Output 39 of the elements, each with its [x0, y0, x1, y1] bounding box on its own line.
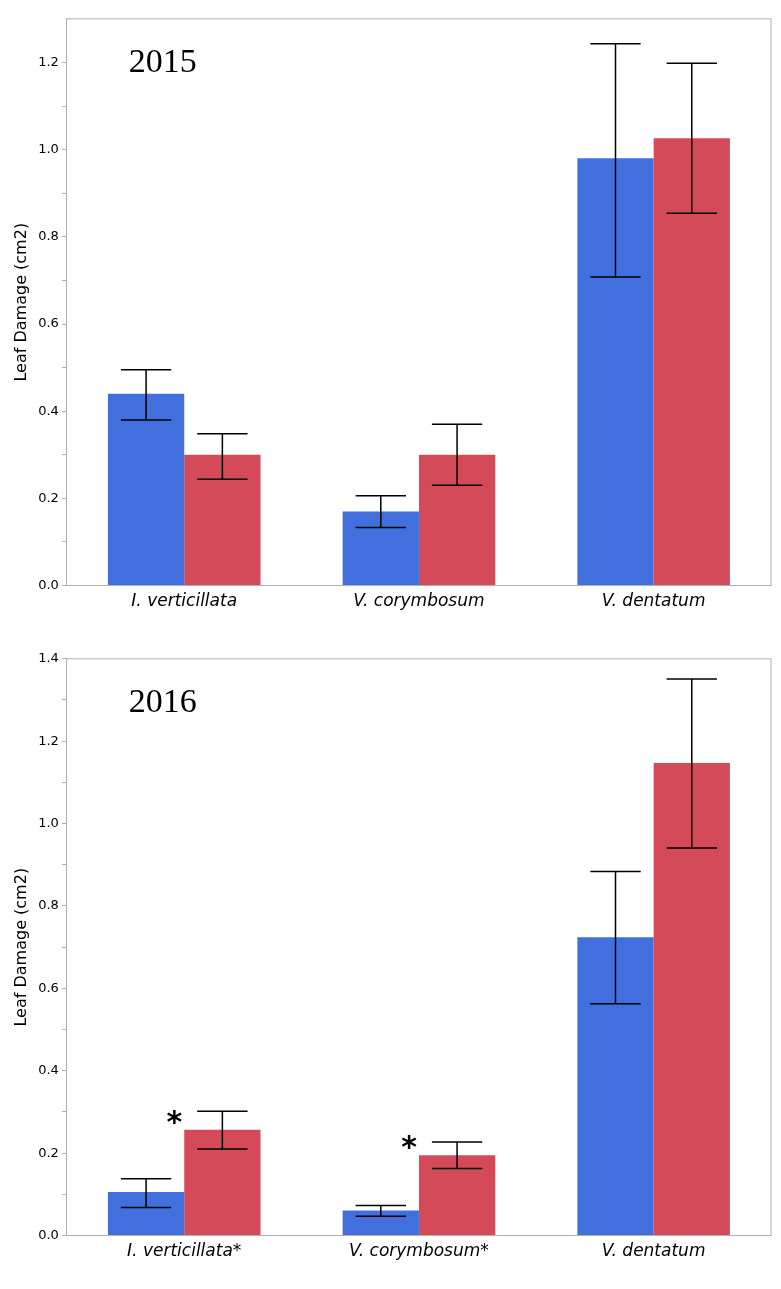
bar — [418, 1155, 496, 1236]
y-tick-label: 0.4 — [38, 402, 59, 418]
bar — [653, 138, 730, 586]
annotation: * — [401, 1129, 418, 1165]
y-tick-label: 0.2 — [38, 489, 59, 505]
text: 2015 — [128, 41, 197, 79]
y-axis-title: Leaf Damage (cm2) — [10, 867, 30, 1027]
x-tick-label: V. corymbosum* — [349, 1240, 489, 1261]
y-tick-label: 1.4 — [38, 650, 59, 666]
text: 2016 — [128, 681, 197, 719]
bar — [184, 454, 261, 586]
x-tick-label: I. verticillata* — [127, 1240, 242, 1261]
y-tick-label: 0.8 — [38, 897, 59, 913]
y-tick-label: 0.4 — [38, 1062, 59, 1078]
y-tick-label: 0.6 — [38, 979, 59, 995]
x-tick-label: V. dentatum — [601, 1240, 706, 1261]
bar — [577, 937, 654, 1236]
y-tick-label: 0.8 — [38, 228, 59, 244]
y-tick-label: 1.0 — [38, 814, 59, 830]
y-tick-label: 0.0 — [38, 576, 59, 592]
annotation: * — [166, 1103, 183, 1139]
x-tick-label: V. corymbosum — [353, 590, 485, 611]
y-tick-label: 0.6 — [38, 315, 59, 331]
bar — [653, 763, 730, 1236]
y-tick-label: 1.0 — [38, 140, 59, 156]
bar — [342, 1210, 419, 1236]
y-axis-title: Leaf Damage (cm2) — [10, 222, 30, 382]
y-tick-label: 0.0 — [38, 1226, 59, 1242]
bar — [107, 393, 185, 586]
x-tick-label: V. dentatum — [601, 590, 706, 611]
x-tick-label: I. verticillata — [131, 590, 238, 611]
y-tick-label: 0.2 — [38, 1144, 59, 1160]
bar — [577, 158, 654, 586]
bar — [342, 511, 419, 586]
bar — [184, 1129, 261, 1236]
y-tick-label: 1.2 — [38, 732, 59, 748]
y-tick-label: 1.2 — [38, 53, 59, 69]
bar — [418, 454, 496, 586]
bar — [107, 1191, 185, 1236]
